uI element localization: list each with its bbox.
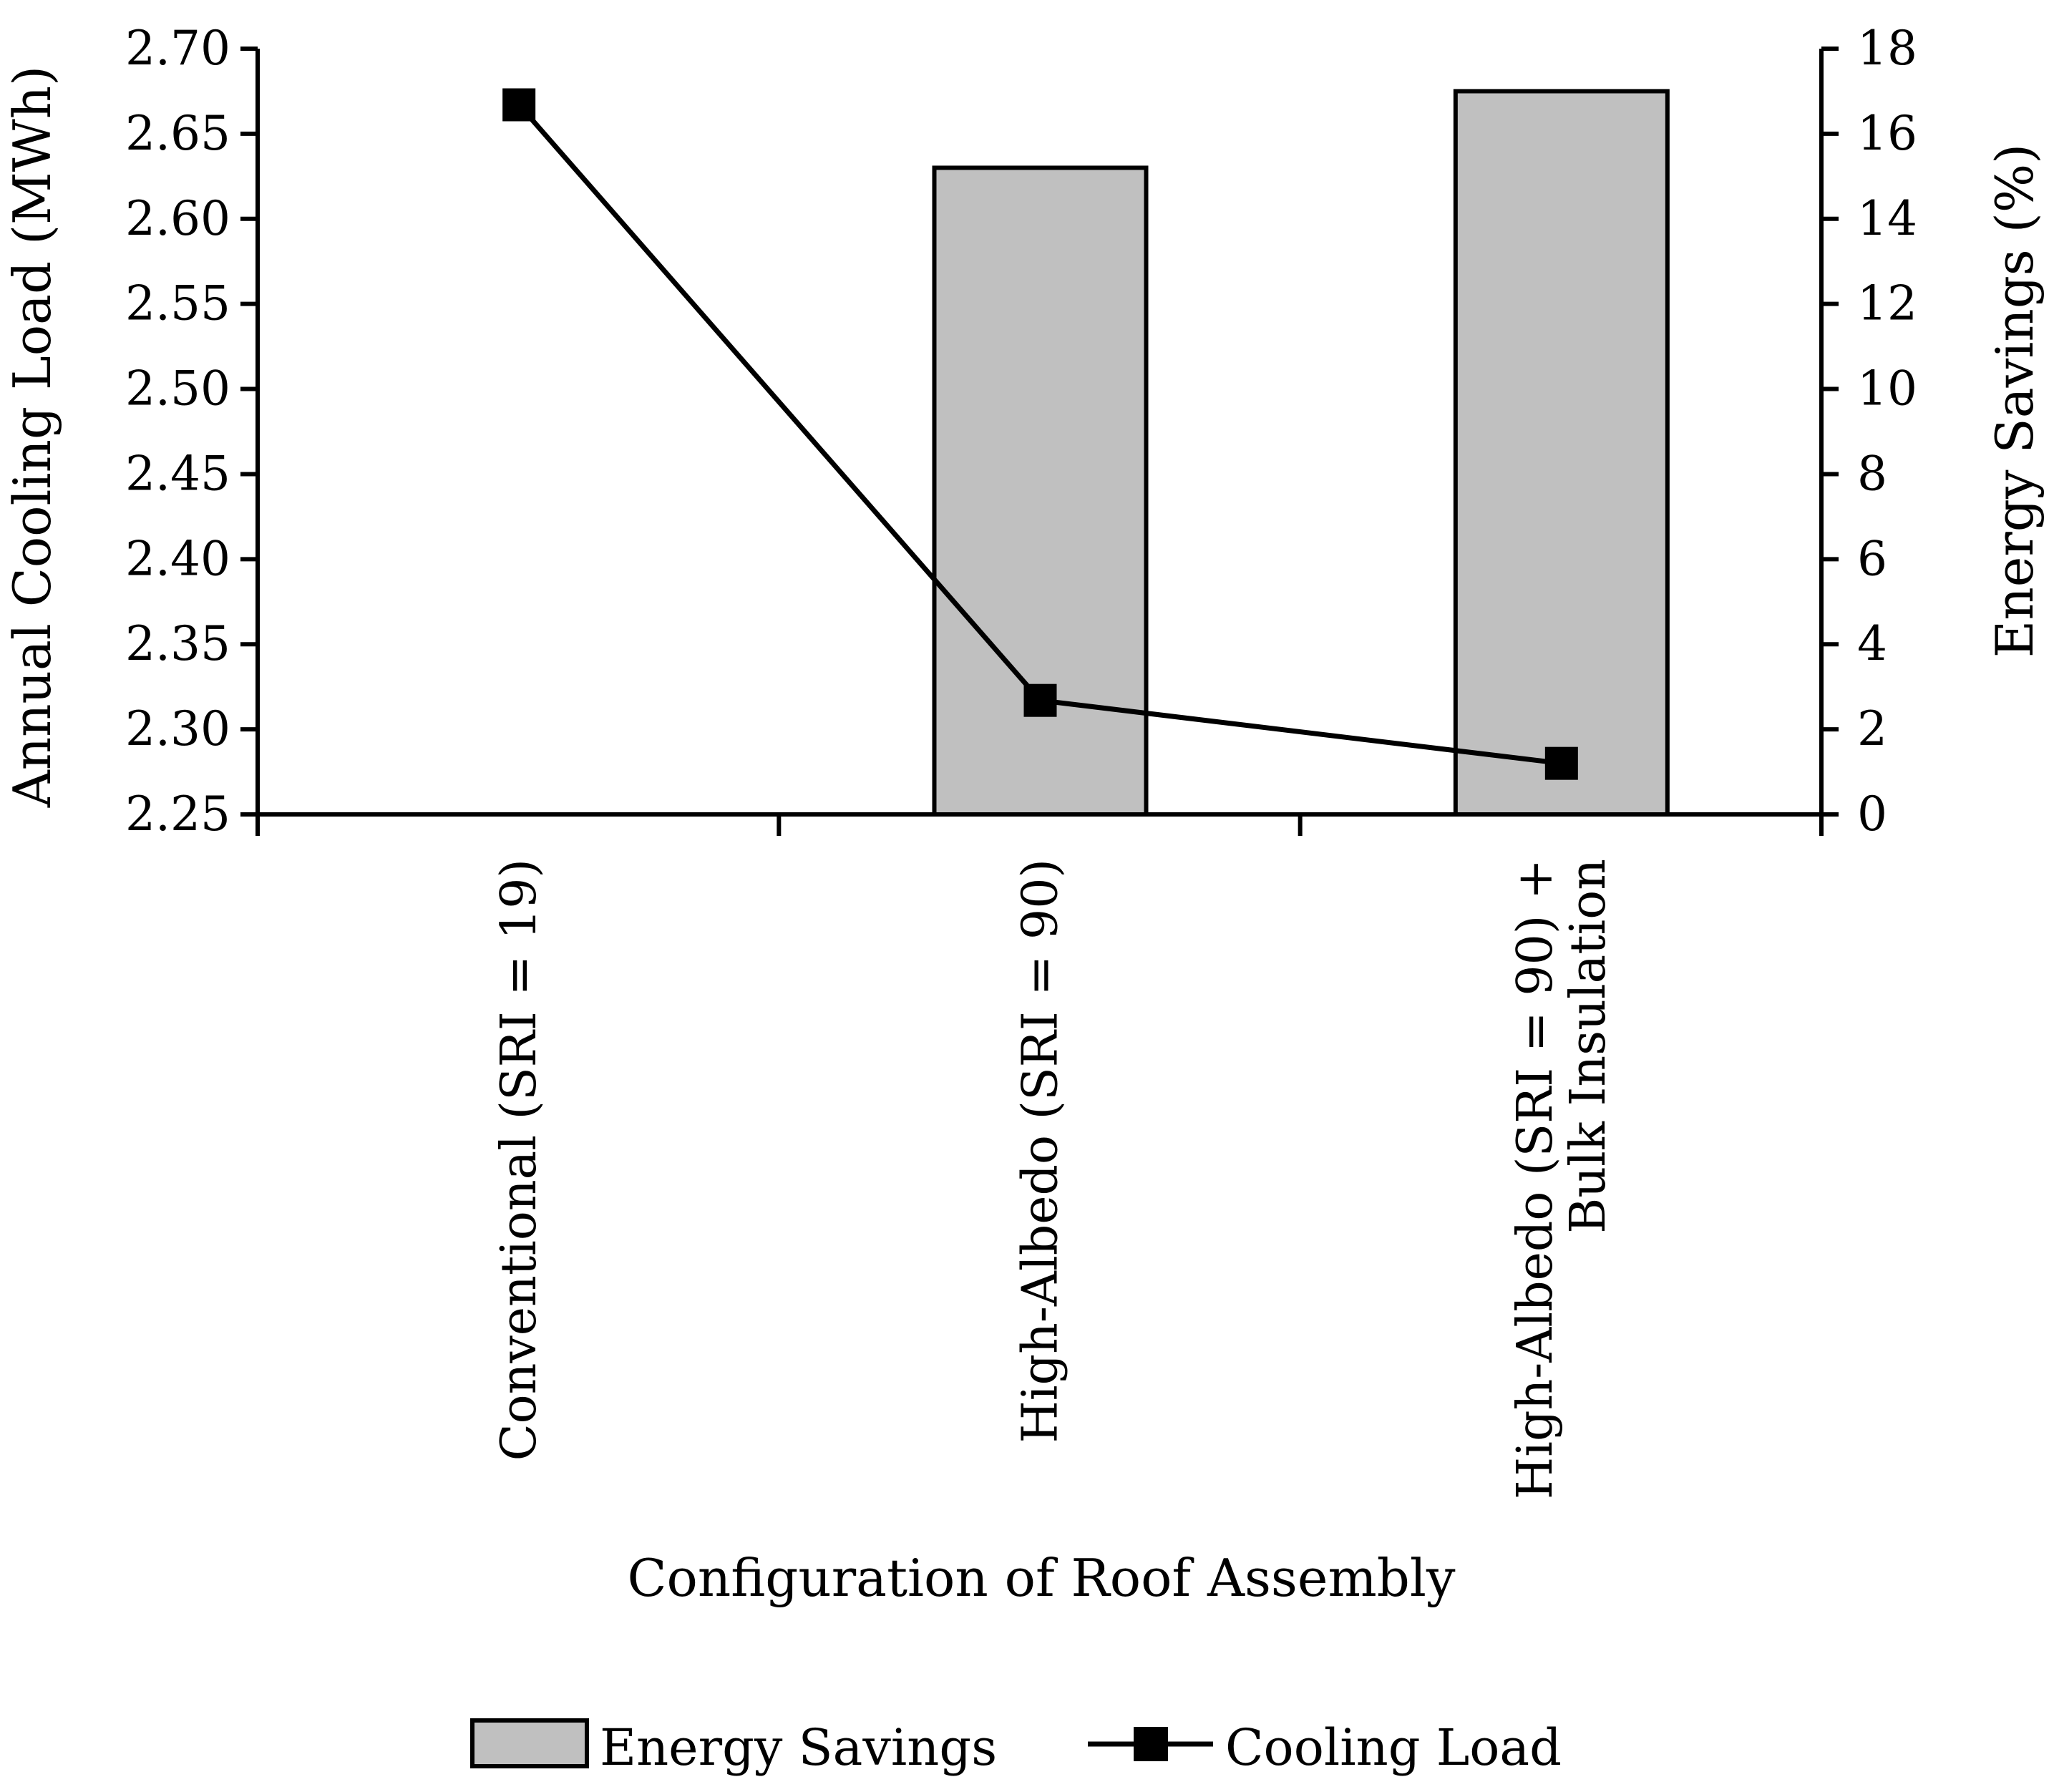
legend-energy-savings-swatch	[470, 1718, 589, 1768]
right-tick-label: 4	[1857, 616, 1887, 671]
cooling-load-point-1	[502, 88, 536, 122]
cooling-load-point-2	[1023, 683, 1057, 717]
x-axis-title: Configuration of Roof Assembly	[627, 1548, 1455, 1608]
right-tick-label: 8	[1857, 446, 1887, 501]
legend-cooling-load-label: Cooling Load	[1225, 1718, 1562, 1777]
energy-savings-bar-2	[932, 165, 1149, 817]
left-tick-label: 2.45	[125, 446, 230, 501]
right-tick-label: 16	[1857, 106, 1917, 161]
legend-cooling-load-marker	[1134, 1727, 1168, 1761]
cooling-load-line-layer	[502, 88, 1578, 780]
left-tick-label: 2.40	[125, 531, 230, 586]
legend: Energy Savings Cooling Load	[470, 1718, 1562, 1777]
category-label-3: High-Albedo (SRI = 90) +	[1507, 859, 1564, 1499]
right-tick-label: 18	[1857, 21, 1917, 76]
right-tick-label: 2	[1857, 701, 1887, 756]
bars-layer	[932, 89, 1670, 817]
left-tick-label: 2.30	[125, 701, 230, 756]
left-tick-label: 2.55	[125, 276, 230, 331]
right-tick-label: 6	[1857, 531, 1887, 586]
right-axis-title: Energy Savings (%)	[1985, 144, 2045, 658]
cooling-load-point-3	[1544, 746, 1578, 780]
left-tick-label: 2.70	[125, 21, 230, 76]
category-label-1: Conventional (SRI = 19)	[491, 859, 547, 1461]
left-tick-label: 2.35	[125, 616, 230, 671]
left-tick-label: 2.50	[125, 361, 230, 417]
legend-energy-savings-label: Energy Savings	[600, 1718, 997, 1777]
axes-layer	[240, 47, 1839, 836]
category-label-3: Bulk Insulation	[1560, 859, 1617, 1234]
labels-layer: 2.25 2.30 2.35 2.40 2.45 2.50 2.55 2.60 2.65 2.70…	[125, 21, 1917, 1499]
right-tick-label: 0	[1857, 787, 1887, 842]
category-label-2: High-Albedo (SRI = 90)	[1013, 859, 1069, 1443]
right-tick-label: 14	[1857, 191, 1917, 246]
left-tick-label: 2.65	[125, 106, 230, 161]
energy-savings-bar-3	[1453, 89, 1670, 817]
right-tick-label: 10	[1857, 361, 1917, 417]
left-tick-label: 2.60	[125, 191, 230, 246]
left-axis-title: Annual Cooling Load (MWh)	[2, 66, 62, 808]
right-tick-label: 12	[1857, 276, 1917, 331]
left-tick-label: 2.25	[125, 787, 230, 842]
